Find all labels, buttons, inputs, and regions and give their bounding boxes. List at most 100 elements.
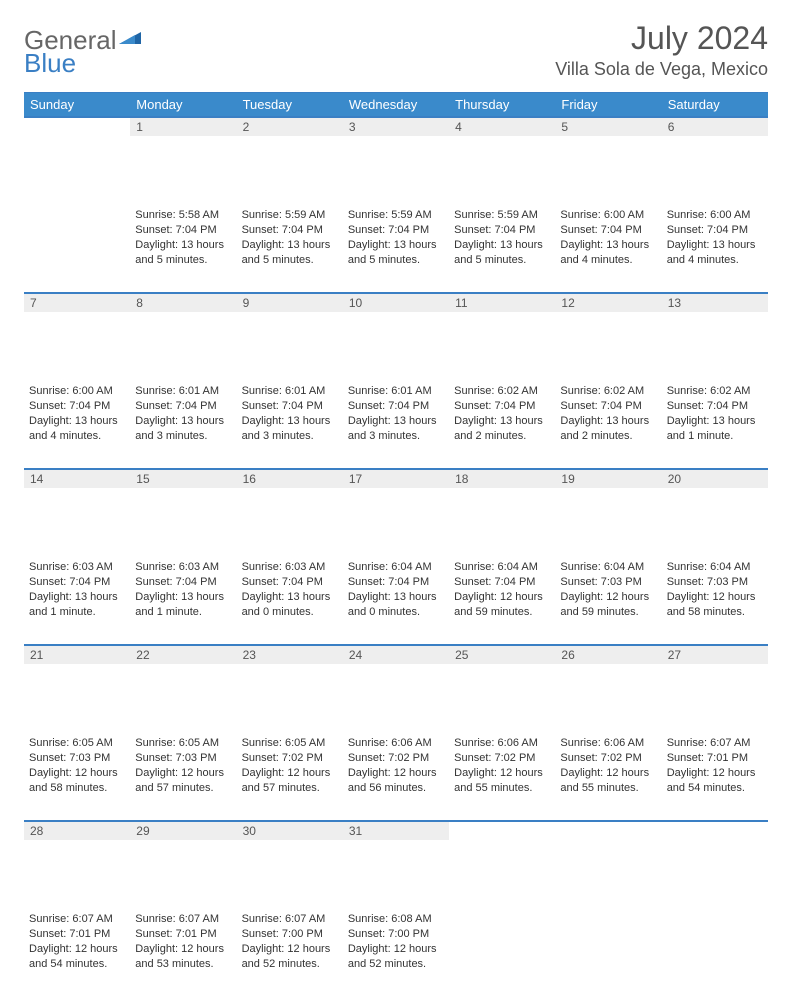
- sunrise-text: Sunrise: 6:07 AM: [29, 912, 125, 927]
- day-number-cell: 12: [555, 293, 661, 381]
- day-number: 28: [24, 822, 130, 840]
- day-content-cell: Sunrise: 6:01 AMSunset: 7:04 PMDaylight:…: [237, 381, 343, 469]
- day-number: 25: [449, 646, 555, 664]
- sunset-text: Sunset: 7:04 PM: [560, 399, 656, 414]
- sunrise-text: Sunrise: 6:00 AM: [29, 384, 125, 399]
- day-content-cell: Sunrise: 6:04 AMSunset: 7:04 PMDaylight:…: [449, 557, 555, 645]
- day-sun-info: Sunrise: 6:06 AMSunset: 7:02 PMDaylight:…: [343, 733, 449, 801]
- daylight-text: Daylight: 13 hours and 4 minutes.: [667, 238, 763, 268]
- daylight-text: Daylight: 13 hours and 2 minutes.: [560, 414, 656, 444]
- day-content-cell: Sunrise: 6:02 AMSunset: 7:04 PMDaylight:…: [555, 381, 661, 469]
- daylight-text: Daylight: 12 hours and 59 minutes.: [560, 590, 656, 620]
- sunrise-text: Sunrise: 6:06 AM: [348, 736, 444, 751]
- day-sun-info: Sunrise: 6:04 AMSunset: 7:03 PMDaylight:…: [662, 557, 768, 625]
- day-content-cell: [555, 909, 661, 997]
- day-content-cell: Sunrise: 6:07 AMSunset: 7:01 PMDaylight:…: [24, 909, 130, 997]
- sunset-text: Sunset: 7:04 PM: [135, 575, 231, 590]
- sunrise-text: Sunrise: 6:07 AM: [135, 912, 231, 927]
- day-sun-info: Sunrise: 6:06 AMSunset: 7:02 PMDaylight:…: [555, 733, 661, 801]
- sunrise-text: Sunrise: 5:58 AM: [135, 208, 231, 223]
- day-sun-info: Sunrise: 5:58 AMSunset: 7:04 PMDaylight:…: [130, 205, 236, 273]
- sunrise-text: Sunrise: 6:07 AM: [242, 912, 338, 927]
- day-sun-info: Sunrise: 6:01 AMSunset: 7:04 PMDaylight:…: [237, 381, 343, 449]
- day-number-cell: 2: [237, 117, 343, 205]
- day-number: 12: [555, 294, 661, 312]
- sunrise-text: Sunrise: 6:01 AM: [242, 384, 338, 399]
- sunset-text: Sunset: 7:01 PM: [29, 927, 125, 942]
- day-content-cell: Sunrise: 6:06 AMSunset: 7:02 PMDaylight:…: [555, 733, 661, 821]
- day-number-cell: 8: [130, 293, 236, 381]
- sunrise-text: Sunrise: 6:05 AM: [242, 736, 338, 751]
- day-content-cell: Sunrise: 6:00 AMSunset: 7:04 PMDaylight:…: [662, 205, 768, 293]
- daylight-text: Daylight: 13 hours and 0 minutes.: [348, 590, 444, 620]
- day-number: 29: [130, 822, 236, 840]
- day-number-cell: 31: [343, 821, 449, 909]
- day-content-cell: Sunrise: 5:58 AMSunset: 7:04 PMDaylight:…: [130, 205, 236, 293]
- day-number-cell: 10: [343, 293, 449, 381]
- day-number-cell: 27: [662, 645, 768, 733]
- day-sun-info: Sunrise: 6:07 AMSunset: 7:01 PMDaylight:…: [130, 909, 236, 977]
- day-content-cell: Sunrise: 6:00 AMSunset: 7:04 PMDaylight:…: [24, 381, 130, 469]
- sunset-text: Sunset: 7:04 PM: [29, 399, 125, 414]
- day-content-cell: Sunrise: 6:04 AMSunset: 7:04 PMDaylight:…: [343, 557, 449, 645]
- day-sun-info: Sunrise: 6:04 AMSunset: 7:03 PMDaylight:…: [555, 557, 661, 625]
- day-number: 5: [555, 118, 661, 136]
- sunrise-text: Sunrise: 5:59 AM: [242, 208, 338, 223]
- sunset-text: Sunset: 7:04 PM: [135, 223, 231, 238]
- daylight-text: Daylight: 13 hours and 1 minute.: [135, 590, 231, 620]
- title-block: July 2024 Villa Sola de Vega, Mexico: [555, 20, 768, 80]
- day-number: 20: [662, 470, 768, 488]
- day-sun-info: Sunrise: 6:02 AMSunset: 7:04 PMDaylight:…: [449, 381, 555, 449]
- month-title: July 2024: [555, 20, 768, 57]
- day-number-cell: 9: [237, 293, 343, 381]
- day-number-cell: [662, 821, 768, 909]
- sunset-text: Sunset: 7:04 PM: [348, 223, 444, 238]
- sunset-text: Sunset: 7:04 PM: [348, 575, 444, 590]
- day-number-cell: 17: [343, 469, 449, 557]
- daylight-text: Daylight: 13 hours and 4 minutes.: [560, 238, 656, 268]
- day-sun-info: Sunrise: 6:00 AMSunset: 7:04 PMDaylight:…: [24, 381, 130, 449]
- week-daynum-row: 21222324252627: [24, 645, 768, 733]
- weekday-fri: Friday: [555, 93, 661, 118]
- day-sun-info: Sunrise: 6:02 AMSunset: 7:04 PMDaylight:…: [555, 381, 661, 449]
- day-number: 24: [343, 646, 449, 664]
- day-content-cell: Sunrise: 6:07 AMSunset: 7:00 PMDaylight:…: [237, 909, 343, 997]
- day-number: 4: [449, 118, 555, 136]
- sunset-text: Sunset: 7:04 PM: [454, 223, 550, 238]
- day-number: 9: [237, 294, 343, 312]
- sunrise-text: Sunrise: 6:04 AM: [348, 560, 444, 575]
- sunrise-text: Sunrise: 6:03 AM: [135, 560, 231, 575]
- day-sun-info: Sunrise: 6:04 AMSunset: 7:04 PMDaylight:…: [449, 557, 555, 625]
- day-content-cell: Sunrise: 6:08 AMSunset: 7:00 PMDaylight:…: [343, 909, 449, 997]
- calendar-table: Sunday Monday Tuesday Wednesday Thursday…: [24, 92, 768, 997]
- sunrise-text: Sunrise: 6:05 AM: [29, 736, 125, 751]
- sunrise-text: Sunrise: 6:01 AM: [348, 384, 444, 399]
- day-content-cell: Sunrise: 6:01 AMSunset: 7:04 PMDaylight:…: [343, 381, 449, 469]
- daylight-text: Daylight: 13 hours and 1 minute.: [667, 414, 763, 444]
- day-content-cell: Sunrise: 5:59 AMSunset: 7:04 PMDaylight:…: [237, 205, 343, 293]
- day-sun-info: Sunrise: 6:05 AMSunset: 7:03 PMDaylight:…: [24, 733, 130, 801]
- day-sun-info: Sunrise: 6:03 AMSunset: 7:04 PMDaylight:…: [130, 557, 236, 625]
- day-number: [662, 822, 768, 826]
- day-number: [555, 822, 661, 826]
- day-number-cell: 7: [24, 293, 130, 381]
- weekday-sun: Sunday: [24, 93, 130, 118]
- sunrise-text: Sunrise: 6:04 AM: [454, 560, 550, 575]
- daylight-text: Daylight: 12 hours and 57 minutes.: [242, 766, 338, 796]
- day-number: 10: [343, 294, 449, 312]
- day-number-cell: 22: [130, 645, 236, 733]
- day-content-cell: Sunrise: 6:03 AMSunset: 7:04 PMDaylight:…: [24, 557, 130, 645]
- daylight-text: Daylight: 13 hours and 0 minutes.: [242, 590, 338, 620]
- day-sun-info: Sunrise: 5:59 AMSunset: 7:04 PMDaylight:…: [343, 205, 449, 273]
- logo-triangle-icon: [119, 24, 143, 55]
- daylight-text: Daylight: 12 hours and 54 minutes.: [29, 942, 125, 972]
- sunrise-text: Sunrise: 6:02 AM: [454, 384, 550, 399]
- day-content-cell: Sunrise: 6:02 AMSunset: 7:04 PMDaylight:…: [449, 381, 555, 469]
- daylight-text: Daylight: 12 hours and 54 minutes.: [667, 766, 763, 796]
- sunset-text: Sunset: 7:04 PM: [348, 399, 444, 414]
- daylight-text: Daylight: 12 hours and 55 minutes.: [560, 766, 656, 796]
- week-daynum-row: 14151617181920: [24, 469, 768, 557]
- daylight-text: Daylight: 12 hours and 56 minutes.: [348, 766, 444, 796]
- weekday-sat: Saturday: [662, 93, 768, 118]
- daylight-text: Daylight: 13 hours and 3 minutes.: [242, 414, 338, 444]
